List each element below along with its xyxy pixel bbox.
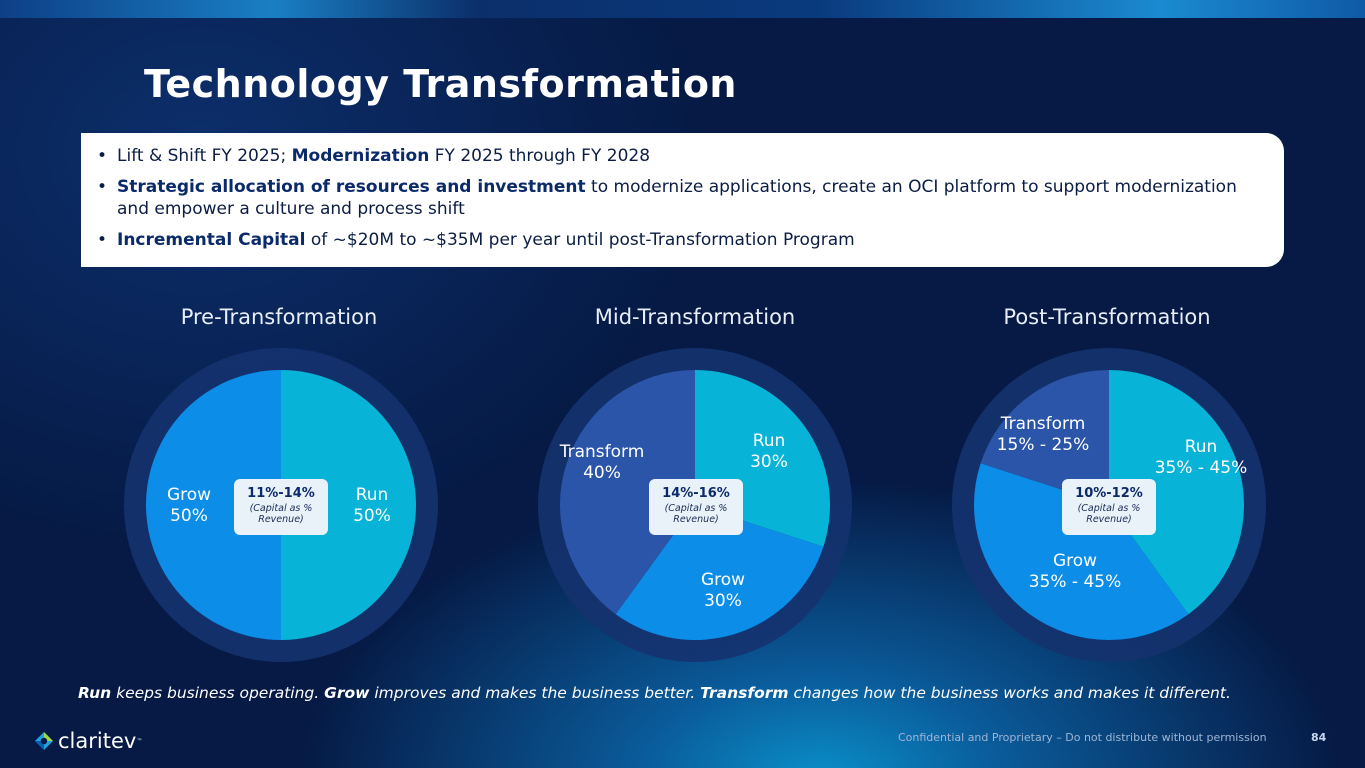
bullet-2: Strategic allocation of resources and in… bbox=[97, 176, 1264, 220]
capital-note-mid: (Capital as % Revenue) bbox=[664, 503, 728, 525]
slice-label-mid-grow: Grow 30% bbox=[701, 570, 745, 611]
slice-label-pre-grow: Grow 50% bbox=[167, 485, 211, 526]
slice-label-post-transform: Transform 15% - 25% bbox=[997, 414, 1090, 455]
pie-slice-post-transform bbox=[980, 370, 1109, 505]
page-title: Technology Transformation bbox=[144, 62, 737, 106]
capital-range-mid: 14%-16% bbox=[662, 486, 730, 501]
definitions-note: Run keeps business operating. Grow impro… bbox=[78, 684, 1231, 702]
capital-range-post: 10%-12% bbox=[1075, 486, 1143, 501]
pie-slice-post-run bbox=[1109, 370, 1244, 615]
chart-title-post: Post-Transformation bbox=[1003, 305, 1211, 329]
note-run: Run bbox=[78, 684, 112, 702]
note-run-text: keeps business operating. bbox=[111, 684, 325, 702]
brand-tm: ™ bbox=[136, 737, 143, 745]
capital-note-pre: (Capital as % Revenue) bbox=[249, 503, 313, 525]
pie-slice-pre-grow bbox=[146, 370, 281, 640]
bullet-2-text: to modernize applications, create an OCI… bbox=[117, 177, 1237, 219]
slice-label-mid-transform: Transform 40% bbox=[559, 442, 645, 483]
note-transform: Transform bbox=[700, 684, 789, 702]
chart-title-mid: Mid-Transformation bbox=[594, 305, 796, 329]
pie-slice-mid-transform bbox=[560, 370, 695, 615]
confidential-notice: Confidential and Proprietary – Do not di… bbox=[898, 731, 1267, 744]
page-number: 84 bbox=[1311, 731, 1327, 744]
slice-label-post-grow: Grow 35% - 45% bbox=[1029, 551, 1122, 592]
pie-slice-mid-grow bbox=[615, 505, 824, 640]
brand-logo: claritev ™ bbox=[34, 729, 142, 753]
bullet-3-text: of ~$20M to ~$35M per year until post-Tr… bbox=[305, 230, 855, 250]
slice-label-mid-run: Run 30% bbox=[750, 431, 788, 472]
bullet-1-text-b: FY 2025 through FY 2028 bbox=[429, 146, 651, 166]
bullet-1-bold: Modernization bbox=[291, 146, 430, 166]
bullet-3-bold: Incremental Capital bbox=[117, 230, 306, 250]
capital-box-post: 10%-12% (Capital as % Revenue) bbox=[1062, 479, 1156, 535]
top-accent-bar bbox=[0, 0, 1365, 18]
bullet-2-bold: Strategic allocation of resources and in… bbox=[117, 177, 586, 197]
note-transform-text: changes how the business works and makes… bbox=[788, 684, 1231, 702]
summary-panel: Lift & Shift FY 2025; Modernization FY 2… bbox=[81, 133, 1284, 267]
chart-title-pre: Pre-Transformation bbox=[180, 305, 378, 329]
bullet-1: Lift & Shift FY 2025; Modernization FY 2… bbox=[97, 145, 1264, 167]
slice-label-pre-run: Run 50% bbox=[353, 485, 391, 526]
capital-range-pre: 11%-14% bbox=[247, 486, 315, 501]
capital-box-mid: 14%-16% (Capital as % Revenue) bbox=[649, 479, 743, 535]
bullet-3: Incremental Capital of ~$20M to ~$35M pe… bbox=[97, 229, 1264, 251]
brand-name: claritev bbox=[58, 729, 137, 753]
capital-note-post: (Capital as % Revenue) bbox=[1077, 503, 1141, 525]
slice-label-post-run: Run 35% - 45% bbox=[1155, 437, 1248, 478]
pie-slice-pre-run bbox=[281, 370, 416, 640]
capital-box-pre: 11%-14% (Capital as % Revenue) bbox=[234, 479, 328, 535]
pie-slice-post-grow bbox=[974, 463, 1189, 640]
claritev-mark-icon bbox=[35, 732, 53, 750]
bullet-1-text-a: Lift & Shift FY 2025; bbox=[117, 146, 292, 166]
note-grow: Grow bbox=[324, 684, 370, 702]
note-grow-text: improves and makes the business better. bbox=[369, 684, 701, 702]
